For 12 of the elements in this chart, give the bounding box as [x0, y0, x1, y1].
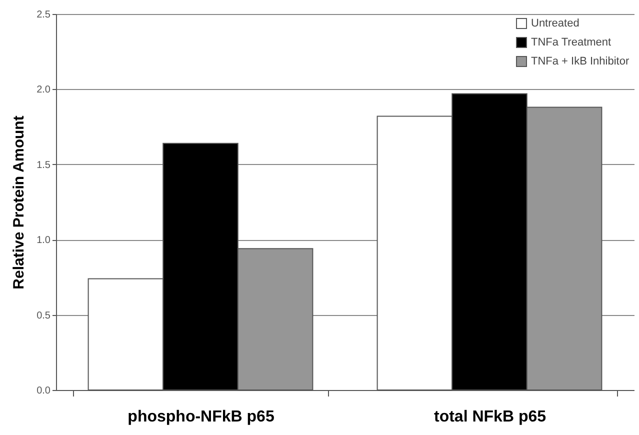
x-tick-label: total NFkB p65: [434, 408, 546, 426]
y-tick-label: 1.5: [36, 160, 51, 171]
legend-label: TNFa + IkB Inhibitor: [531, 56, 630, 68]
y-tick-label: 1.0: [36, 235, 51, 246]
y-tick-label: 0.0: [36, 386, 51, 396]
y-tick-label: 2.5: [36, 10, 51, 20]
y-tick-label: 2.0: [36, 84, 51, 96]
legend-label: Untreated: [531, 18, 580, 30]
y-axis-title: Relative Protein Amount: [10, 116, 28, 290]
legend-label: TNFa Treatment: [531, 36, 612, 48]
x-tick-label: phospho-NFkB p65: [128, 408, 274, 426]
y-tick-label: 0.5: [36, 310, 51, 322]
